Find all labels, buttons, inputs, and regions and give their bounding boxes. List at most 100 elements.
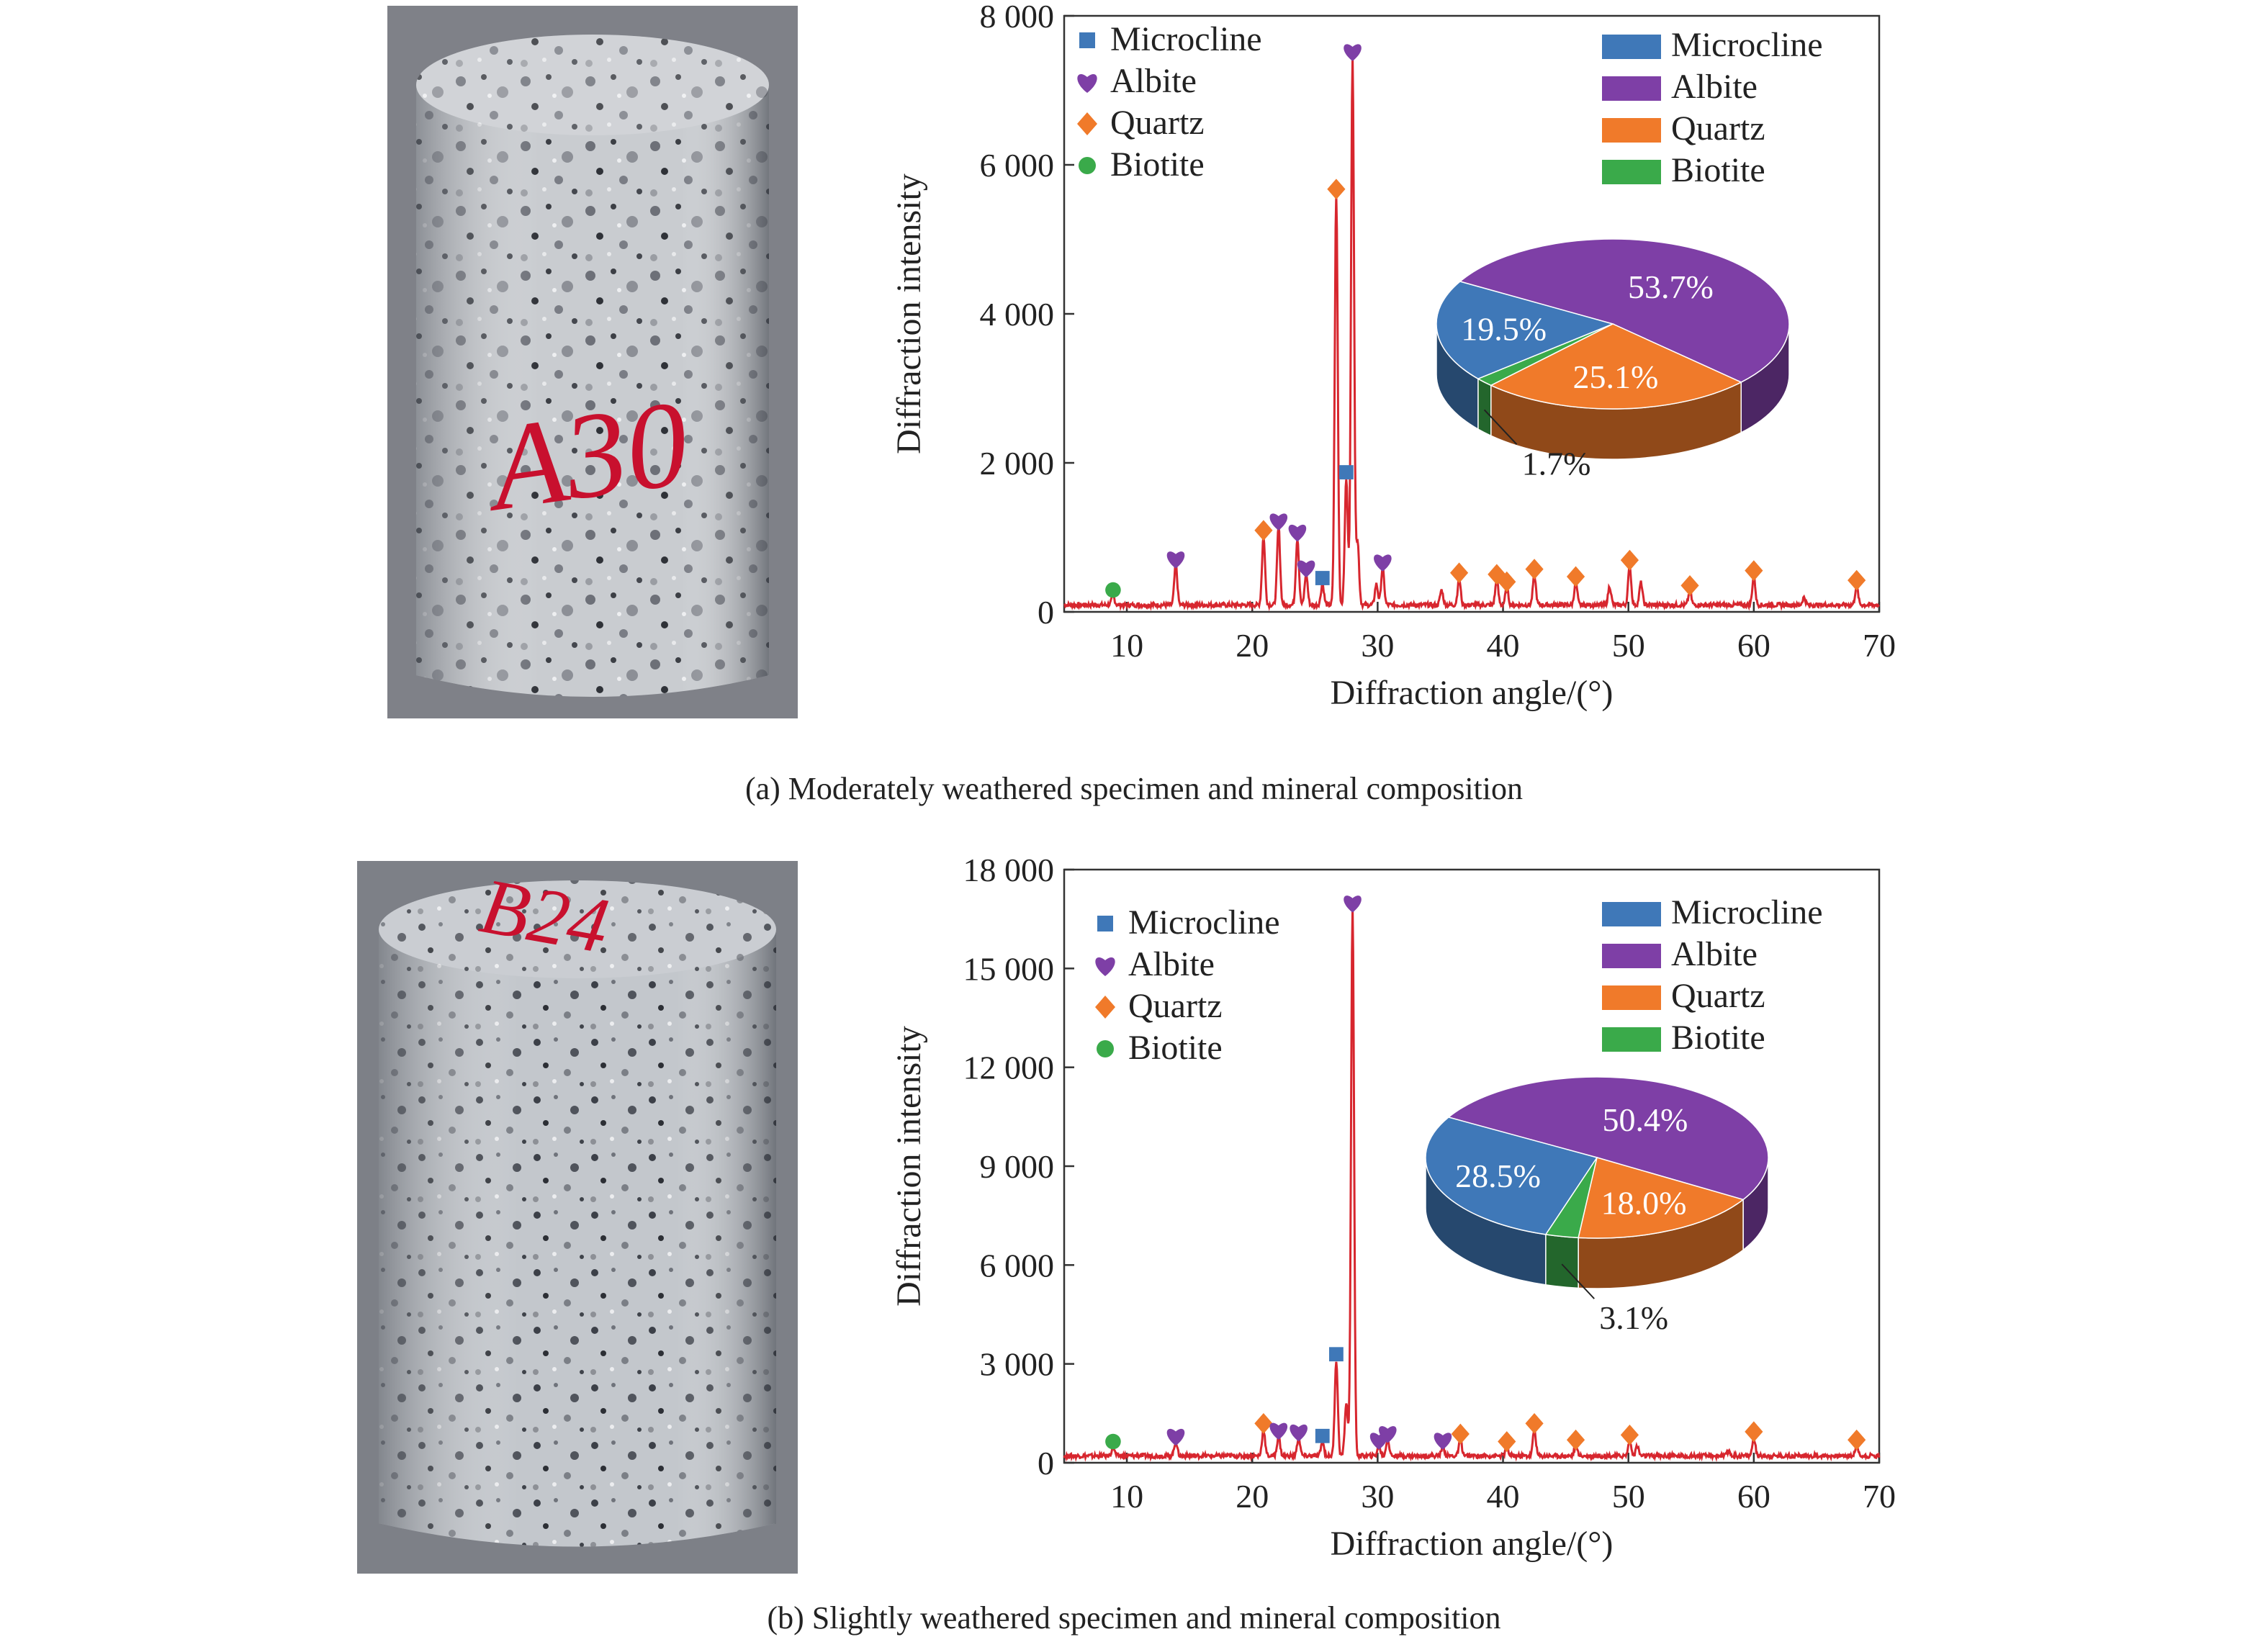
pie-legend-swatch-microcline	[1602, 35, 1661, 59]
legend-marker-microcline	[1097, 916, 1113, 931]
legend-label-quartz: Quartz	[1128, 987, 1223, 1025]
xrd-panel-b: 10 20 30 40 50 60 70 0 3 000 6 000 9 000 12 000 15 0…	[890, 852, 1896, 1563]
pie-label-quartz: 25.1%	[1573, 358, 1659, 395]
pie-legend-swatch-biotite	[1602, 1027, 1661, 1052]
peak-marker-albite	[1344, 44, 1362, 61]
peak-marker-quartz	[1449, 562, 1469, 584]
pie-side-quartz	[1490, 381, 1742, 460]
legend-marker-quartz	[1077, 112, 1097, 135]
peak-marker-quartz	[1745, 1421, 1763, 1443]
legend-label-quartz: Quartz	[1110, 104, 1205, 142]
xrd-series-line	[1063, 56, 1880, 612]
y-tick-label: 2 000	[980, 445, 1055, 482]
peak-marker-albite	[1290, 1424, 1308, 1442]
pie-leader-line	[1483, 409, 1518, 446]
pie-side-quartz	[1578, 1198, 1744, 1289]
peak-marker-quartz	[1566, 1429, 1585, 1451]
legend-marker-microcline	[1079, 32, 1095, 48]
caption-b: (b) Slightly weathered specimen and mine…	[767, 1600, 1501, 1636]
pie-slice-albite	[1447, 1076, 1769, 1201]
y-axis-label: Diffraction intensity	[890, 173, 928, 454]
peak-marker-albite	[1369, 1433, 1388, 1450]
pie-side-biotite	[1545, 1234, 1579, 1289]
pie-slice-microcline	[1425, 1117, 1598, 1235]
xrd-panel-a: 10 20 30 40 50 60 70 0 2 000 4 000 6 000 8 000 Diffr…	[890, 0, 1896, 712]
pie-label-microcline: 28.5%	[1455, 1158, 1541, 1194]
pie-legend-label-albite: Albite	[1671, 935, 1758, 973]
pie-legend-label-quartz: Quartz	[1671, 977, 1765, 1015]
peak-marker-albite	[1374, 554, 1392, 572]
y-tick-label: 9 000	[980, 1148, 1055, 1185]
peak-marker-quartz	[1525, 1412, 1544, 1434]
pie-legend-swatch-microcline	[1602, 902, 1661, 926]
legend-label-microcline: Microcline	[1128, 903, 1280, 942]
pie-side-microcline	[1425, 1157, 1547, 1286]
legend-label-biotite: Biotite	[1110, 145, 1205, 184]
peak-marker-quartz	[1254, 1412, 1273, 1434]
pie-label-biotite: 1.7%	[1522, 445, 1591, 482]
legend-label-microcline: Microcline	[1110, 20, 1262, 58]
y-tick-label: 4 000	[980, 296, 1055, 333]
pie-slice-microcline	[1436, 281, 1615, 379]
pie-side-biotite	[1477, 377, 1492, 437]
peak-marker-biotite	[1105, 1433, 1121, 1450]
plot-frame	[1063, 14, 1881, 613]
peak-marker-albite	[1379, 1426, 1397, 1443]
peak-marker-quartz	[1745, 560, 1763, 582]
legend-marker-biotite	[1079, 157, 1096, 174]
peak-marker-quartz	[1488, 564, 1506, 585]
pie-label-albite: 50.4%	[1602, 1101, 1688, 1138]
peak-marker-microcline	[1329, 1347, 1344, 1362]
pie-legend-label-microcline: Microcline	[1671, 26, 1823, 64]
pie-slice-biotite	[1544, 1157, 1598, 1239]
x-tick-label: 40	[1487, 627, 1520, 664]
legend-marker-quartz	[1095, 996, 1115, 1019]
x-axis-label: Diffraction angle/(°)	[1331, 674, 1614, 712]
specimen-photo-a: A30	[387, 6, 798, 718]
x-axis-label: Diffraction angle/(°)	[1331, 1525, 1614, 1563]
pie-label-microcline: 19.5%	[1461, 311, 1547, 348]
pie-legend-swatch-biotite	[1602, 160, 1661, 184]
legend-marker-albite	[1095, 957, 1115, 976]
pie-label-biotite: 3.1%	[1599, 1299, 1668, 1336]
peak-marker-microcline	[1315, 1428, 1330, 1443]
x-tick-label: 50	[1612, 627, 1645, 664]
legend-label-albite: Albite	[1110, 62, 1197, 100]
legend-marker-biotite	[1097, 1040, 1114, 1057]
y-tick-label: 6 000	[980, 147, 1055, 184]
x-tick-label: 20	[1236, 1478, 1269, 1515]
peak-marker-quartz	[1451, 1423, 1470, 1445]
y-tick-label: 3 000	[980, 1346, 1055, 1383]
x-tick-label: 10	[1110, 627, 1143, 664]
peak-marker-quartz	[1620, 549, 1639, 571]
pie-slice-biotite	[1477, 323, 1614, 387]
x-tick-label: 60	[1737, 1478, 1770, 1515]
peak-marker-albite	[1288, 524, 1307, 542]
specimen-label-b: B24	[474, 861, 616, 970]
x-tick-label: 40	[1487, 1478, 1520, 1515]
pie-legend-label-biotite: Biotite	[1671, 1019, 1765, 1057]
x-tick-label: 50	[1612, 1478, 1645, 1515]
x-tick-label: 20	[1236, 627, 1269, 664]
peak-marker-quartz	[1498, 571, 1516, 592]
legend-label-biotite: Biotite	[1128, 1029, 1223, 1067]
legend-marker-albite	[1077, 73, 1097, 93]
x-tick-label: 30	[1361, 1478, 1394, 1515]
peak-marker-quartz	[1327, 179, 1346, 200]
y-tick-label: 12 000	[963, 1050, 1055, 1086]
x-tick-label: 70	[1863, 627, 1896, 664]
peak-marker-quartz	[1680, 574, 1699, 596]
peak-marker-albite	[1269, 513, 1288, 531]
pie-side-albite	[1740, 323, 1790, 434]
peak-marker-microcline	[1338, 465, 1354, 479]
y-axis-label: Diffraction intensity	[890, 1026, 928, 1307]
peak-marker-albite	[1434, 1433, 1452, 1450]
peak-marker-albite	[1297, 560, 1315, 578]
y-tick-label: 0	[1038, 1445, 1054, 1481]
pie-legend-swatch-quartz	[1602, 118, 1661, 143]
pie-legend-swatch-quartz	[1602, 985, 1661, 1010]
pie-slice-quartz	[1490, 323, 1742, 410]
pie-side-microcline	[1436, 323, 1479, 430]
y-tick-label: 15 000	[963, 950, 1055, 987]
